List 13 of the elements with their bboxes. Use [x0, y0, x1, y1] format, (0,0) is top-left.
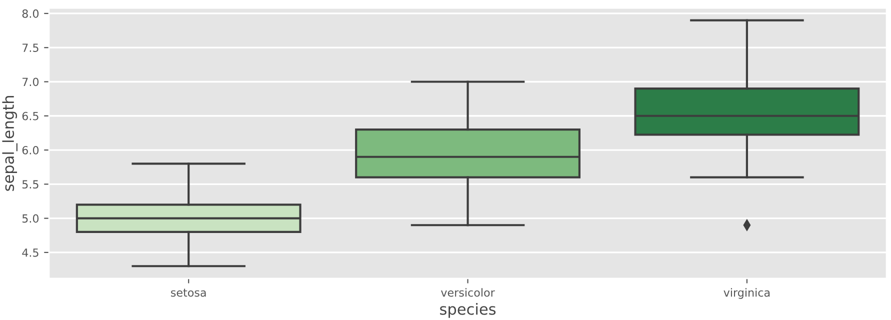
y-tick-label: 8.0 — [22, 9, 39, 18]
x-tick-label: versicolor — [441, 288, 495, 297]
y-tick-label: 5.0 — [22, 214, 39, 223]
y-tick-label: 7.5 — [22, 44, 38, 52]
y-tick-label: 6.5 — [22, 112, 38, 120]
x-tick-label: virginica — [724, 288, 770, 299]
y-tick-label: 6.0 — [22, 146, 39, 154]
y-tick-label: 5.5 — [22, 180, 38, 189]
y-tick-label: 7.0 — [22, 78, 39, 86]
y-axis-title: sepal_length — [2, 96, 18, 191]
x-tick-label: setosa — [171, 288, 206, 297]
x-axis-title: species — [440, 303, 496, 318]
y-tick-label: 4.5 — [22, 248, 38, 257]
